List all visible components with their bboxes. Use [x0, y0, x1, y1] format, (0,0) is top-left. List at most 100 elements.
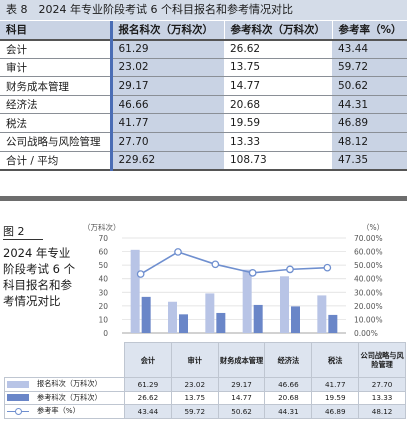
figure-cell: 50.62: [217, 404, 266, 419]
legend-registered: 报名科次（万科次）: [4, 377, 125, 392]
table-row: 公司战略与风险管理 27.70 13.33 48.12: [0, 132, 407, 152]
cell-rate: 43.44: [332, 39, 407, 59]
right-axis-unit: （%）: [362, 223, 385, 232]
table-row: 经济法 46.66 20.68 44.31: [0, 95, 407, 115]
left-axis-unit: （万科次）: [83, 223, 121, 232]
chart-gridlines: [122, 237, 346, 334]
right-tick-label: 20.00%: [354, 302, 383, 311]
header-registered: 报名科次（万科次）: [109, 21, 224, 41]
table-row: 税法 41.77 19.59 46.89: [0, 113, 407, 134]
header-rate: 参考率（%）: [331, 21, 407, 41]
rate-point: [211, 260, 220, 269]
right-tick-label: 40.00%: [354, 275, 383, 284]
figure-category: 经济法: [264, 342, 313, 378]
figure-category: 会计: [124, 342, 172, 378]
table-row: 财务成本管理 29.17 14.77 50.62: [0, 76, 407, 96]
left-tick-label: 30: [98, 288, 108, 297]
figure-cell: 27.70: [358, 377, 406, 392]
bar-registered: [280, 276, 289, 333]
cell-rate: 59.72: [332, 58, 407, 78]
bar-attended: [216, 312, 226, 333]
cell-subject: 审计: [0, 58, 111, 78]
figure-table-corner: [4, 342, 125, 378]
figure-cell: 20.68: [264, 390, 313, 405]
cell-subject: 税法: [0, 113, 111, 134]
combo-chart: 0 10 20 30 40 50 60 70 0.00% 10.00% 20.00% 30.00% 4…: [98, 234, 383, 338]
figure-cell: 29.17: [217, 377, 266, 392]
table-caption-bar: 表 8 2024 年专业阶段考试 6 个科目报名和参考情况对比: [0, 0, 407, 20]
cell-rate: 47.35: [332, 151, 407, 171]
left-tick-label: 40: [98, 275, 108, 284]
cell-registered: 41.77: [109, 113, 224, 134]
table-total-row: 合计 / 平均 229.62 108.73 47.35: [0, 151, 407, 171]
bar-attended: [253, 304, 263, 333]
cell-registered: 61.29: [109, 39, 224, 59]
rate-point: [174, 248, 182, 256]
legend-label: 参考率（%）: [37, 406, 80, 416]
figure-category: 财务成本管理: [217, 342, 266, 378]
figure-table-row: 报名科次（万科次） 61.29 23.02 29.17 46.66 41.77 …: [4, 377, 406, 392]
cell-rate: 48.12: [332, 132, 407, 152]
cell-registered: 27.70: [109, 132, 224, 152]
left-tick-label: 0: [103, 329, 108, 338]
rate-point: [286, 265, 294, 274]
left-tick-label: 10: [98, 315, 108, 324]
legend-swatch-line-marker: [7, 407, 29, 415]
left-tick-label: 60: [98, 248, 108, 257]
cell-rate: 50.62: [332, 76, 407, 96]
figure-cell: 19.59: [311, 390, 360, 405]
figure-cell: 59.72: [170, 404, 219, 419]
header-subject: 科目: [0, 21, 111, 41]
figure-table-row: 参考率（%） 43.44 59.72 50.62 44.31 46.89 48.…: [4, 404, 406, 419]
figure-cell: 13.75: [170, 390, 219, 405]
cell-attended: 14.77: [224, 76, 332, 96]
figure-category: 审计: [170, 342, 219, 378]
rate-point: [136, 270, 145, 278]
table-caption: 表 8 2024 年专业阶段考试 6 个科目报名和参考情况对比: [6, 3, 293, 16]
right-tick-label: 60.00%: [354, 248, 383, 257]
figure-title: 2024 年专业阶段考试 6 个科目报名和参考情况对比: [3, 246, 76, 308]
chart-bars: [130, 249, 338, 333]
left-tick-label: 50: [98, 261, 108, 270]
cell-registered: 29.17: [109, 76, 224, 96]
figure-cell: 23.02: [170, 377, 219, 392]
figure-table-category-row: 会计 审计 财务成本管理 经济法 税法 公司战略与风险管理: [4, 342, 406, 378]
bar-attended: [179, 314, 188, 333]
figure-cell: 43.44: [124, 404, 172, 419]
bar-registered: [205, 293, 215, 333]
bar-registered: [317, 295, 327, 333]
figure-cell: 41.77: [311, 377, 360, 392]
legend-rate: 参考率（%）: [4, 404, 125, 419]
subject-table: 科目 报名科次（万科次） 参考科次（万科次） 参考率（%） 会计 61.29 2…: [0, 21, 407, 171]
left-axis-ticks: 0 10 20 30 40 50 60 70: [98, 234, 108, 338]
table-row: 审计 23.02 13.75 59.72: [0, 58, 407, 78]
cell-attended: 108.73: [224, 151, 332, 171]
cell-attended: 19.59: [224, 113, 332, 134]
right-tick-label: 50.00%: [354, 261, 383, 270]
right-tick-label: 0.00%: [354, 329, 378, 338]
cell-rate: 46.89: [332, 113, 407, 134]
figure-label-rule: [3, 239, 43, 240]
cell-rate: 44.31: [332, 95, 407, 115]
figure-category: 税法: [311, 342, 360, 378]
figure-table-row: 参考科次（万科次） 26.62 13.75 14.77 20.68 19.59 …: [4, 390, 406, 405]
rate-point: [323, 263, 332, 272]
figure-data-table: 会计 审计 财务成本管理 经济法 税法 公司战略与风险管理 报名科次（万科次） …: [4, 342, 406, 419]
cell-attended: 13.33: [224, 132, 332, 152]
figure-cell: 46.66: [264, 377, 313, 392]
cell-attended: 26.62: [224, 39, 332, 59]
legend-label: 参考科次（万科次）: [37, 392, 102, 402]
bar-attended: [328, 314, 338, 333]
header-attended: 参考科次（万科次）: [223, 21, 332, 41]
right-axis-ticks: 0.00% 10.00% 20.00% 30.00% 40.00% 50.00% 60.00…: [354, 234, 383, 338]
cell-subject: 合计 / 平均: [0, 151, 111, 171]
figure-label: 图 2: [3, 225, 25, 238]
cell-attended: 13.75: [224, 58, 332, 78]
figure-category: 公司战略与风险管理: [358, 342, 406, 378]
right-tick-label: 30.00%: [354, 288, 383, 297]
legend-label: 报名科次（万科次）: [37, 379, 102, 389]
bar-registered: [242, 269, 252, 333]
figure-cell: 61.29: [124, 377, 172, 392]
figure-cell: 46.89: [311, 404, 360, 419]
figure-cell: 48.12: [358, 404, 406, 419]
